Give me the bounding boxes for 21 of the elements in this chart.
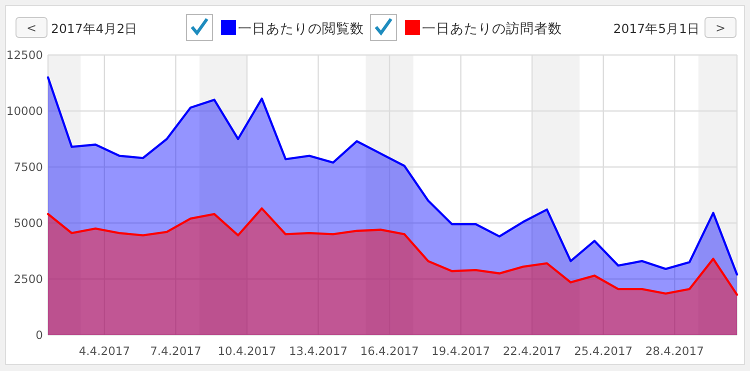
- x-tick-label: 28.4.2017: [645, 344, 704, 358]
- x-tick-label: 13.4.2017: [288, 344, 348, 358]
- x-tick-label: 4.4.2017: [78, 344, 130, 358]
- legend-label: 一日あたりの訪問者数: [422, 21, 562, 37]
- x-tick-label: 25.4.2017: [574, 344, 633, 358]
- y-tick-label: 2500: [14, 272, 43, 286]
- text: 2017年5月1日: [613, 21, 700, 36]
- x-tick-label: 7.4.2017: [150, 344, 202, 358]
- x-tick-label: 10.4.2017: [218, 344, 276, 358]
- y-tick-label: 7500: [14, 160, 43, 174]
- x-tick-label: 22.4.2017: [502, 344, 562, 358]
- y-tick-label: 0: [36, 328, 43, 342]
- y-tick-label: 10000: [6, 104, 43, 118]
- x-tick-label: 19.4.2017: [432, 344, 490, 358]
- x-tick-label: 16.4.2017: [360, 344, 419, 358]
- y-tick-label: 12500: [6, 48, 43, 62]
- text: >: [715, 21, 726, 35]
- y-tick-label: 5000: [14, 216, 43, 230]
- legend-label: 一日あたりの閲覧数: [238, 21, 364, 37]
- text: 2017年4月2日: [51, 21, 138, 36]
- text: <: [26, 21, 37, 35]
